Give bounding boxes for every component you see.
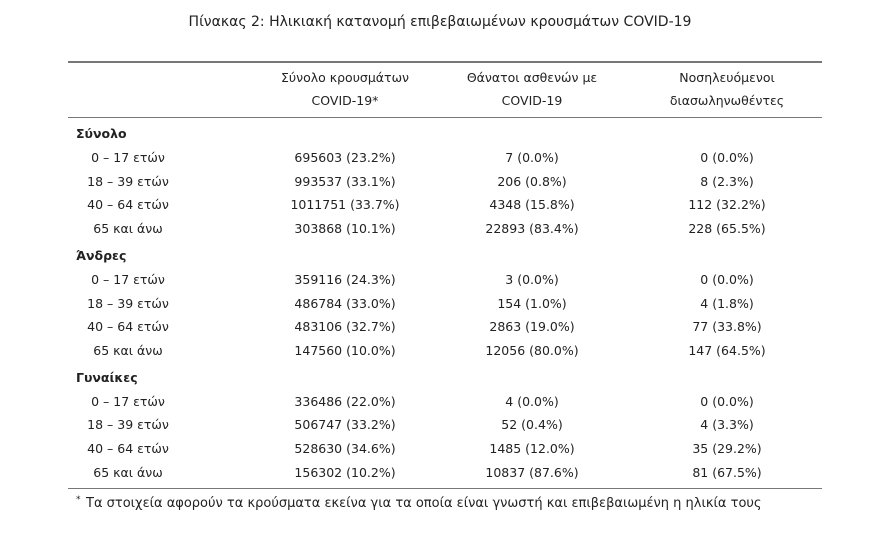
column-header: διασωληνωθέντες (669, 93, 785, 108)
cell: 10837 (87.6%) (485, 464, 579, 480)
cell: 7 (0.0%) (505, 150, 559, 165)
column-header: COVID-19 (501, 93, 563, 108)
cell: 147560 (10.0%) (294, 342, 396, 358)
cell: 52 (0.4%) (501, 417, 563, 433)
cell: 4 (3.3%) (700, 417, 754, 433)
bottom-rule (68, 488, 822, 489)
group-label: Άνδρες (76, 247, 127, 263)
row-label: 40 – 64 ετών (87, 441, 169, 456)
cell: 1011751 (33.7%) (290, 197, 400, 213)
cell: 483106 (32.7%) (294, 319, 396, 335)
cell: 0 (0.0%) (700, 271, 754, 287)
cell: 0 (0.0%) (700, 150, 754, 165)
cell: 156302 (10.2%) (294, 464, 396, 480)
column-header: COVID-19* (311, 93, 379, 108)
cell: 303868 (10.1%) (294, 221, 396, 237)
cell: 4 (1.8%) (700, 295, 754, 311)
cell: 112 (32.2%) (688, 197, 766, 213)
row-label: 18 – 39 ετών (87, 295, 169, 311)
row-label: 65 και άνω (93, 342, 163, 358)
cell: 0 (0.0%) (700, 393, 754, 409)
cell: 8 (2.3%) (700, 173, 754, 189)
cell: 81 (67.5%) (692, 464, 762, 480)
group-label: Σύνολο (76, 126, 127, 141)
group-label: Γυναίκες (76, 369, 138, 385)
row-label: 40 – 64 ετών (87, 197, 169, 213)
row-label: 0 – 17 ετών (91, 271, 165, 287)
row-label: 40 – 64 ετών (87, 319, 169, 335)
cell: 228 (65.5%) (688, 221, 766, 237)
top-rule (68, 61, 822, 63)
cell: 35 (29.2%) (692, 441, 762, 456)
cell: 12056 (80.0%) (485, 342, 579, 358)
cell: 4348 (15.8%) (489, 197, 575, 213)
cell: 528630 (34.6%) (294, 441, 396, 456)
column-header: Νοσηλευόμενοι (679, 70, 775, 85)
cell: 206 (0.8%) (497, 173, 567, 189)
cell: 993537 (33.1%) (294, 173, 396, 189)
table-title: Πίνακας 2: Ηλικιακή κατανομή επιβεβαιωμέ… (188, 14, 692, 30)
cell: 336486 (22.0%) (294, 393, 396, 409)
footnote-marker: * (76, 495, 81, 505)
cell: 695603 (23.2%) (294, 150, 396, 165)
row-label: 65 και άνω (93, 221, 163, 237)
row-label: 18 – 39 ετών (87, 173, 169, 189)
column-header: Θάνατοι ασθενών με (466, 70, 598, 85)
cell: 1485 (12.0%) (489, 441, 575, 456)
header-rule (68, 117, 822, 118)
cell: 2863 (19.0%) (489, 319, 575, 335)
row-label: 65 και άνω (93, 464, 163, 480)
row-label: 0 – 17 ετών (91, 393, 165, 409)
cell: 506747 (33.2%) (294, 417, 396, 433)
row-label: 18 – 39 ετών (87, 417, 169, 433)
cell: 486784 (33.0%) (294, 295, 396, 311)
row-label: 0 – 17 ετών (91, 150, 165, 165)
cell: 4 (0.0%) (505, 393, 559, 409)
cell: 154 (1.0%) (497, 295, 567, 311)
column-header: Σύνολο κρουσμάτων (280, 70, 410, 85)
cell: 77 (33.8%) (692, 319, 762, 335)
cell: 359116 (24.3%) (294, 271, 396, 287)
footnote: Τα στοιχεία αφορούν τα κρούσματα εκείνα … (86, 496, 762, 511)
cell: 147 (64.5%) (688, 342, 766, 358)
cell: 22893 (83.4%) (485, 221, 579, 237)
cell: 3 (0.0%) (505, 271, 559, 287)
